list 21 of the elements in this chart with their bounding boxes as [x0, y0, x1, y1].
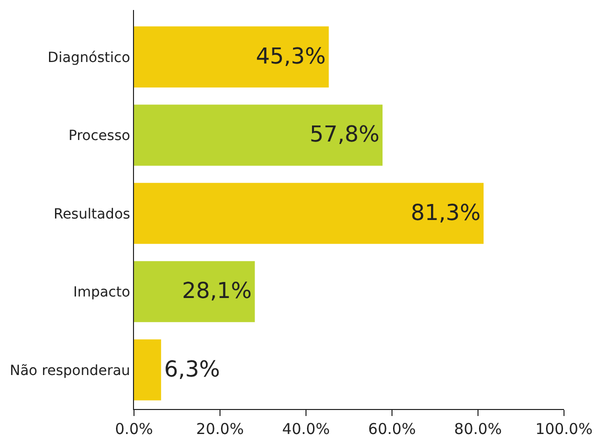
x-tick-label: 80.0% — [454, 420, 502, 438]
y-tick-label: Não responderau — [10, 362, 130, 379]
data-label: 28,1% — [182, 279, 252, 304]
x-tick-label: 20.0% — [196, 420, 244, 438]
data-label: 6,3% — [164, 357, 220, 382]
y-tick-label: Impacto — [73, 284, 130, 301]
y-tick-label: Diagnóstico — [48, 50, 130, 66]
bar — [134, 26, 329, 88]
bar — [134, 182, 484, 244]
y-tick-label: Resultados — [54, 206, 130, 222]
bar — [134, 261, 255, 322]
x-tick-label: 60.0% — [368, 420, 416, 438]
bar — [134, 104, 383, 166]
data-label: 57,8% — [310, 122, 380, 148]
data-label: 45,3% — [256, 44, 326, 70]
x-tick-label: 0.0% — [114, 420, 154, 438]
x-tick-label: 40.0% — [282, 420, 330, 438]
x-tick-label: 100.0% — [535, 420, 593, 438]
y-tick-label: Processo — [68, 128, 130, 144]
data-label: 81,3% — [410, 200, 481, 226]
bar — [134, 339, 162, 400]
